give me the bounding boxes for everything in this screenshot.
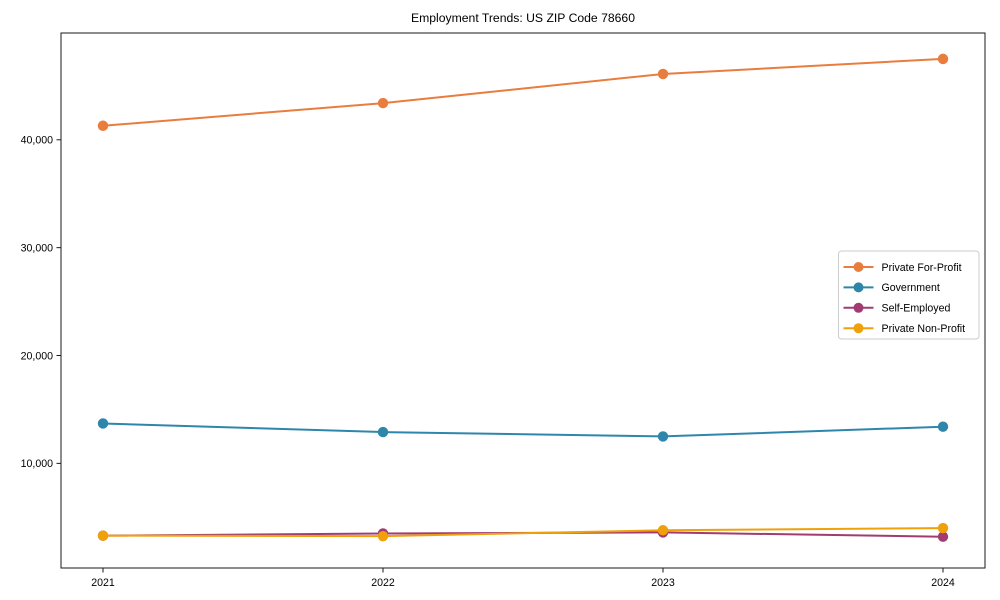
- legend: Private For-Profit Government Self-Employe…: [838, 250, 980, 340]
- data-point: [97, 120, 109, 131]
- legend-item: Private Non-Profit: [843, 323, 966, 335]
- data-point: [937, 531, 949, 542]
- legend-box: [838, 250, 980, 340]
- series-line: [102, 527, 944, 538]
- legend-item: Government: [843, 282, 940, 294]
- plot-frame-group: [60, 32, 986, 569]
- series-group: [97, 53, 949, 542]
- legend-marker-icon: [853, 323, 864, 334]
- data-point: [377, 97, 389, 109]
- data-point: [377, 530, 389, 542]
- legend-item-label: Self-Employed: [882, 303, 951, 315]
- data-point: [937, 421, 949, 432]
- data-point: [657, 431, 669, 442]
- data-point: [377, 426, 389, 438]
- legend-item: Private For-Profit: [843, 262, 962, 274]
- y-tick-label: 30,000: [21, 242, 54, 254]
- data-point: [97, 530, 109, 541]
- chart-title: Employment Trends: US ZIP Code 78660: [411, 11, 635, 25]
- series-line: [102, 57, 944, 127]
- x-tick-label: 2021: [91, 577, 115, 589]
- data-point: [97, 418, 109, 429]
- y-tick-label: 40,000: [21, 135, 54, 147]
- data-point: [937, 53, 949, 65]
- plot-border: [60, 32, 986, 569]
- data-point: [937, 522, 949, 534]
- data-point: [657, 68, 669, 80]
- series-line: [102, 422, 944, 438]
- legend-item-label: Government: [882, 282, 940, 294]
- x-tick-label: 2023: [651, 577, 675, 589]
- legend-item: Self-Employed: [843, 302, 951, 315]
- legend-marker-icon: [853, 302, 864, 313]
- axis-ticks-group: 10,000 20,000 30,000 40,000 2021 2022 2023 2024: [21, 135, 955, 589]
- legend-item-label: Private For-Profit: [882, 262, 962, 274]
- legend-item-label: Private Non-Profit: [882, 323, 966, 335]
- data-point: [657, 525, 669, 536]
- y-tick-label: 20,000: [21, 350, 54, 362]
- y-tick-label: 10,000: [21, 458, 54, 470]
- legend-marker-icon: [853, 282, 864, 293]
- legend-marker-icon: [853, 262, 864, 272]
- x-tick-label: 2022: [371, 577, 395, 589]
- x-tick-label: 2024: [931, 577, 955, 589]
